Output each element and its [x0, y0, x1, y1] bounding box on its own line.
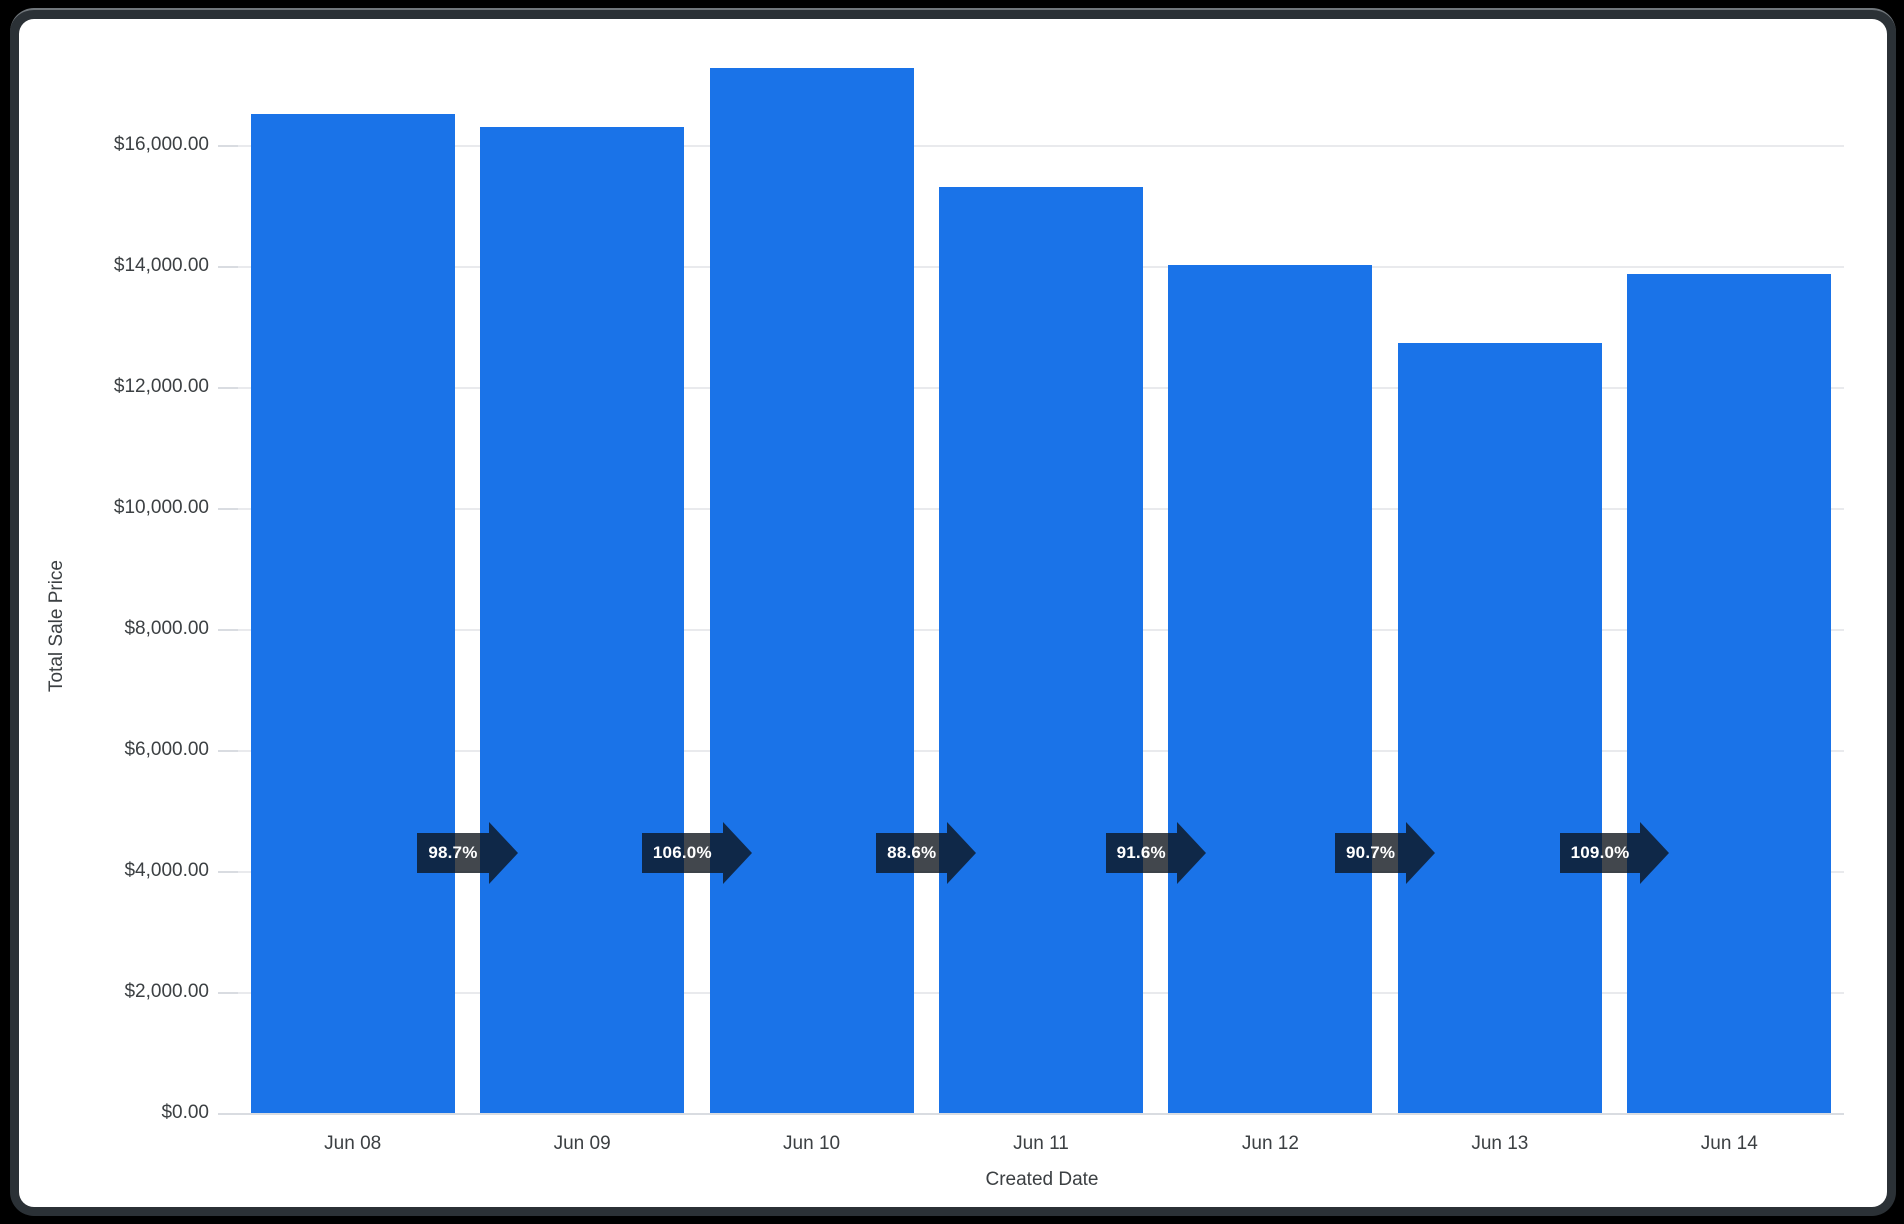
change-badge: 106.0% [641, 821, 753, 884]
change-badge: 98.7% [411, 821, 523, 884]
y-axis-tick [218, 871, 238, 873]
x-axis-label: Jun 11 [1013, 1133, 1069, 1154]
y-axis-label: $12,000.00 [113, 376, 209, 397]
bar-jun-09[interactable] [480, 127, 685, 1113]
y-axis-tick [218, 266, 238, 268]
arrow-right-icon [1406, 821, 1436, 884]
bar-jun-10[interactable] [709, 68, 914, 1113]
bar-jun-08[interactable] [250, 114, 455, 1113]
x-axis-line [238, 1113, 1844, 1115]
y-axis-label: $6,000.00 [124, 739, 209, 760]
arrow-right-icon [1176, 821, 1206, 884]
y-axis-label: $10,000.00 [113, 497, 209, 518]
arrow-right-icon [488, 821, 518, 884]
change-badge: 109.0% [1559, 821, 1671, 884]
change-badge-label: 90.7% [1335, 832, 1407, 873]
change-badge-label: 88.6% [876, 832, 948, 873]
chart-card-frame: Total Sale Price Created Date $0.00 $2,00… [10, 8, 1896, 1216]
bar-jun-13[interactable] [1397, 343, 1602, 1113]
y-axis-label: $4,000.00 [124, 860, 209, 881]
bar-jun-11[interactable] [939, 187, 1143, 1113]
y-axis-tick [218, 145, 238, 147]
x-axis-label: Jun 14 [1700, 1133, 1758, 1154]
arrow-right-icon [722, 821, 752, 884]
y-axis-label: $0.00 [161, 1102, 209, 1123]
x-axis-label: Jun 08 [324, 1133, 382, 1154]
y-axis-label: $16,000.00 [113, 134, 209, 155]
bar-chart: Total Sale Price Created Date $0.00 $2,00… [19, 19, 1887, 1207]
change-badge: 91.6% [1100, 821, 1212, 884]
y-axis-label: $14,000.00 [113, 255, 209, 276]
x-axis-label: Jun 10 [783, 1133, 841, 1154]
change-badge-label: 106.0% [641, 832, 723, 873]
change-badge-label: 91.6% [1105, 832, 1177, 873]
x-axis-title: Created Date [985, 1169, 1099, 1190]
y-axis-tick [218, 750, 238, 752]
x-axis-label: Jun 09 [553, 1133, 611, 1154]
x-axis-label: Jun 12 [1241, 1133, 1299, 1154]
change-badge-label: 109.0% [1559, 832, 1641, 873]
gridline [238, 145, 1844, 147]
bar-jun-12[interactable] [1168, 265, 1373, 1113]
change-badge-label: 98.7% [417, 832, 489, 873]
x-axis-label: Jun 13 [1471, 1133, 1529, 1154]
arrow-right-icon [1640, 821, 1670, 884]
y-axis-tick [218, 629, 238, 631]
bar-jun-14[interactable] [1627, 274, 1832, 1113]
chart-card: Total Sale Price Created Date $0.00 $2,00… [19, 19, 1887, 1207]
y-axis-tick [218, 508, 238, 510]
y-axis-label: $2,000.00 [124, 981, 209, 1002]
arrow-right-icon [947, 821, 977, 884]
y-axis-label: $8,000.00 [124, 618, 209, 639]
y-axis-tick [218, 992, 238, 994]
change-badge: 90.7% [1329, 821, 1441, 884]
y-axis-tick [218, 1113, 238, 1115]
change-badge: 88.6% [870, 821, 982, 884]
y-axis-tick [218, 387, 238, 389]
